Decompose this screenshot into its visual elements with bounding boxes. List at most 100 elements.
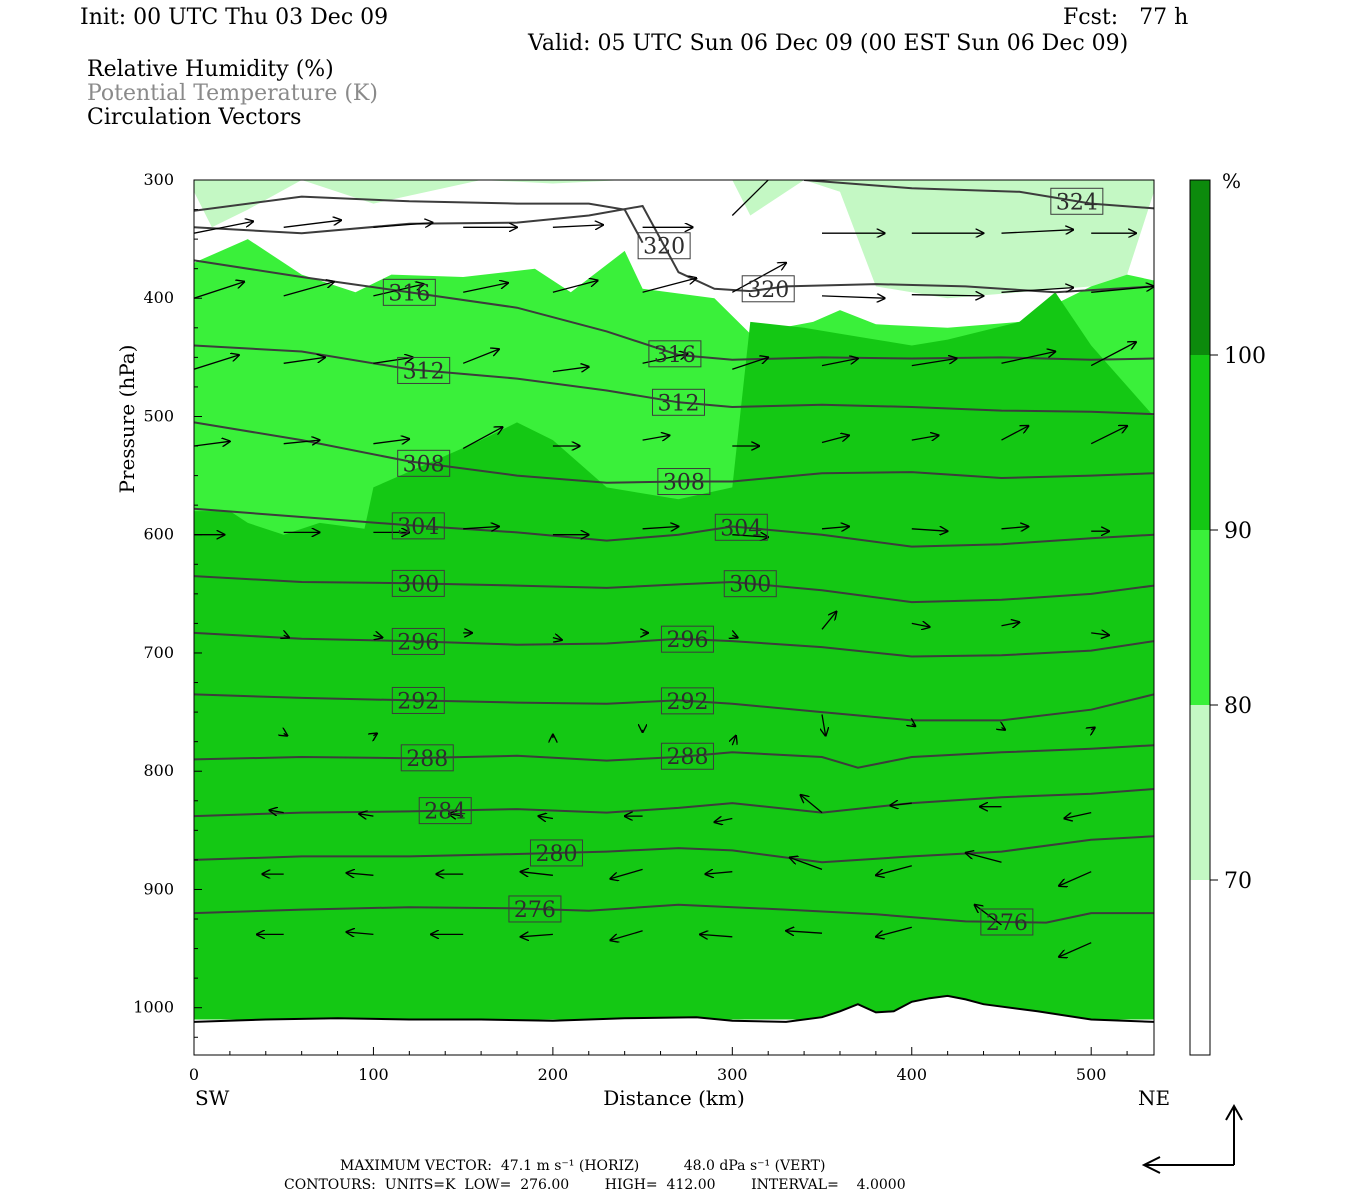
y-tick-label: 400 (143, 288, 174, 307)
colorbar-frame (1189, 179, 1211, 1056)
circulation-vector (911, 529, 948, 531)
circulation-vector (732, 635, 737, 637)
max-vector-note: MAXIMUM VECTOR: 47.1 m s⁻¹ (HORIZ) 48.0 … (340, 1158, 826, 1174)
colorbar-level-label: 90 (1224, 519, 1252, 544)
circulation-vector (1001, 352, 1056, 364)
contour-label-292: 292 (397, 689, 439, 714)
circulation-vector (283, 282, 334, 297)
contour-label-280: 280 (535, 842, 577, 867)
circulation-vector (269, 810, 284, 812)
axis-layer: 300 400 500 600 700 800 900 1000 0 100 200 300 400 50… (133, 170, 1128, 1084)
y-tick-label: 500 (143, 406, 174, 425)
circulation-vector (1059, 871, 1092, 886)
field-theta-title: Potential Temperature (K) (87, 81, 378, 106)
contour-label-box (660, 625, 714, 653)
circulation-vector (610, 868, 643, 878)
field-rh-title: Relative Humidity (%) (87, 57, 334, 82)
circulation-vector (1091, 633, 1109, 635)
contour-label-box (741, 275, 795, 303)
theta-contour-308 (194, 421, 1154, 484)
circulation-vector (786, 931, 823, 933)
circulation-vector (552, 225, 603, 227)
circulation-vector (975, 905, 1002, 926)
x-tick-label: 200 (538, 1065, 569, 1084)
circulation-vector (539, 816, 554, 818)
circulation-vector (642, 435, 670, 440)
contour-label-box (723, 570, 777, 598)
circulation-vector (521, 934, 553, 936)
contour-label-box (529, 839, 583, 867)
circulation-vector (821, 527, 849, 529)
circulation-vector (283, 440, 320, 444)
contour-label-276: 276 (514, 898, 556, 923)
circulation-vector (705, 872, 733, 874)
circulation-vector-layer (194, 180, 1154, 957)
contour-label-box (980, 908, 1034, 936)
contour-label-box (508, 895, 562, 923)
circulation-vector (732, 736, 736, 746)
circulation-vector (1059, 942, 1092, 957)
circulation-vector (552, 367, 589, 372)
rh-fill-layer (194, 180, 1154, 1020)
circulation-vector (373, 223, 432, 228)
circulation-vector (373, 635, 382, 637)
circulation-vector (911, 359, 957, 367)
contour-label-box (660, 742, 714, 770)
contour-label-box (391, 627, 445, 655)
circulation-vector (731, 180, 770, 216)
circulation-vector (463, 527, 499, 529)
x-tick-label: 100 (358, 1065, 389, 1084)
rh-region-70-80 (194, 180, 1154, 299)
colorbar: 70 80 90 100 (1189, 179, 1266, 1056)
circulation-vector (347, 932, 374, 934)
colorbar-swatch (1190, 530, 1210, 705)
field-vectors-title: Circulation Vectors (87, 105, 302, 130)
circulation-vector (283, 220, 341, 228)
colorbar-swatch (1190, 180, 1210, 355)
circulation-vector (911, 435, 939, 440)
circulation-vector (194, 221, 253, 234)
contour-label-312: 312 (403, 359, 445, 384)
contour-label-box (400, 744, 454, 772)
contour-label-308: 308 (663, 471, 705, 496)
circulation-vector (1001, 230, 1074, 234)
y-tick-label: 900 (143, 879, 174, 898)
circulation-vector (790, 858, 823, 871)
y-tick-label: 700 (143, 643, 174, 662)
circulation-vector (1002, 728, 1006, 730)
sw-end-label: SW (195, 1086, 230, 1110)
circulation-vector (1001, 288, 1074, 293)
colorbar-swatch (1190, 355, 1210, 530)
contour-label-box (418, 797, 472, 825)
circulation-vector (821, 296, 885, 298)
contour-label-316: 316 (654, 343, 696, 368)
ne-end-label: NE (1138, 1086, 1170, 1110)
colorbar-swatch (1190, 880, 1210, 1055)
circulation-vector (463, 283, 508, 293)
circulation-vector (732, 357, 768, 370)
rh-region-90-100 (194, 292, 1154, 1020)
contour-label-296: 296 (666, 628, 708, 653)
circulation-vector (642, 354, 688, 364)
x-tick-label: 400 (896, 1065, 927, 1084)
terrain-fill (194, 995, 1154, 1055)
contour-label-304: 304 (720, 516, 762, 541)
valid-time: Valid: 05 UTC Sun 06 Dec 09 (00 EST Sun … (528, 31, 1129, 56)
circulation-vector (359, 814, 374, 816)
contour-label-284: 284 (424, 800, 466, 825)
circulation-vector (801, 795, 823, 814)
contour-label-box (1050, 187, 1104, 215)
contour-label-box (391, 686, 445, 714)
circulation-vector (642, 527, 679, 529)
circulation-vector (552, 281, 598, 293)
circulation-vector (373, 284, 423, 297)
theta-contour-layer (194, 180, 1154, 924)
x-tick-label: 0 (189, 1065, 199, 1084)
terrain-line (194, 994, 1154, 1023)
circulation-vector (821, 435, 849, 444)
contour-label-320: 320 (747, 278, 789, 303)
contour-label-box (657, 468, 711, 496)
contour-info-note: CONTOURS: UNITS=K LOW= 276.00 HIGH= 412.… (284, 1177, 906, 1193)
circulation-vector (373, 439, 409, 444)
